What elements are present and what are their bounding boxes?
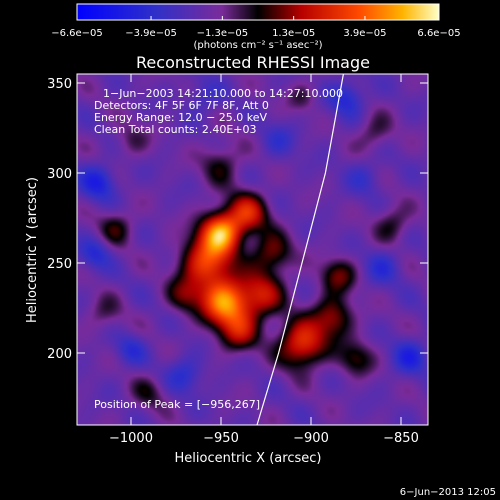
colorbar: −6.6e−05 −3.9e−05 −1.3e−05 1.3e−05 3.9e−05 6.… — [51, 3, 461, 51]
solar-limb-curve — [256, 74, 344, 425]
annotation-time: 1−Jun−2003 14:21:10.000 to 14:27:10.000 — [103, 87, 343, 100]
axis-ticks: −1000 −950 −900 −850 200 250 300 350 — [47, 74, 428, 446]
colorbar-tick-label: −3.9e−05 — [125, 28, 177, 39]
heatmap — [77, 74, 428, 425]
colorbar-tick-label: −1.3e−05 — [197, 28, 249, 39]
plot-frame — [76, 73, 429, 426]
peak-position-label: Position of Peak = [−956,267] — [94, 398, 260, 411]
x-tick-label: −900 — [293, 431, 329, 446]
y-tick-label: 250 — [47, 257, 72, 272]
x-tick-label: −950 — [203, 431, 239, 446]
colorbar-gradient — [76, 3, 440, 21]
chart-title: Reconstructed RHESSI Image — [136, 53, 370, 72]
annotation-energy: Energy Range: 12.0 − 25.0 keV — [94, 111, 268, 124]
colorbar-ticks: −6.6e−05 −3.9e−05 −1.3e−05 1.3e−05 3.9e−05 6.… — [51, 16, 461, 39]
x-axis-title: Heliocentric X (arcsec) — [175, 451, 322, 466]
y-tick-label: 300 — [47, 167, 72, 182]
annotation-block: 1−Jun−2003 14:21:10.000 to 14:27:10.000 … — [94, 87, 343, 411]
y-tick-label: 350 — [47, 77, 72, 92]
annotation-clean: Clean Total counts: 2.40E+03 — [94, 123, 257, 136]
annotation-detectors: Detectors: 4F 5F 6F 7F 8F, Att 0 — [94, 99, 269, 112]
plot-area: −1000 −950 −900 −850 200 250 300 350 — [47, 73, 429, 446]
y-tick-label: 200 — [47, 347, 72, 362]
colorbar-tick-label: 3.9e−05 — [343, 28, 386, 39]
x-tick-label: −850 — [383, 431, 419, 446]
x-tick-label: −1000 — [109, 431, 153, 446]
colorbar-tick-label: −6.6e−05 — [51, 28, 103, 39]
colorbar-tick-label: 1.3e−05 — [272, 28, 315, 39]
footer-date: 6−Jun−2013 12:05 — [400, 487, 496, 498]
colorbar-unit-label: (photons cm⁻² s⁻¹ asec⁻²) — [193, 40, 322, 51]
colorbar-tick-label: 6.6e−05 — [417, 28, 460, 39]
y-axis-title: Heliocentric Y (arcsec) — [25, 177, 40, 323]
